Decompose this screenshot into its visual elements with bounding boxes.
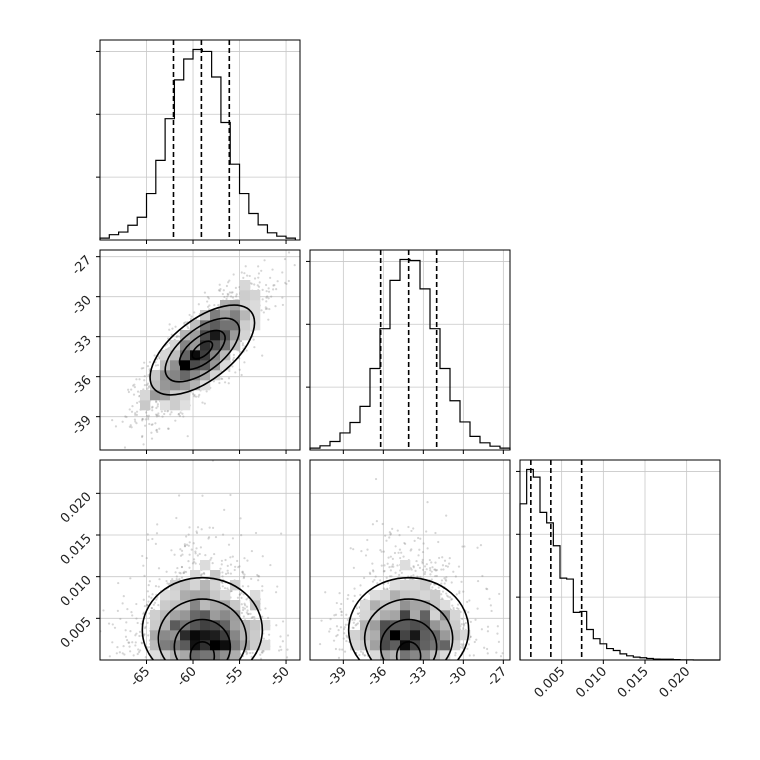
panel-joint-param1-param3: 0.020 0.015 0.010 0.005 -65 -60 -55 -50 — [58, 459, 301, 690]
contour — [173, 618, 232, 660]
density-blocks — [140, 280, 261, 411]
x-tick-label: -50 — [267, 664, 293, 690]
panel-joint-param2-param3: -39 -36 -33 -30 -27 — [309, 459, 511, 690]
panel-joint-param1-param2: -27 -30 -33 -36 -39 — [69, 249, 301, 454]
contour — [178, 329, 226, 371]
histogram-step — [99, 48, 296, 240]
x-tick-label: 0.015 — [615, 664, 652, 701]
grid-lines — [520, 460, 720, 660]
contour-lines — [347, 576, 470, 660]
x-tick-label: -39 — [325, 664, 351, 690]
y-tick-label: -27 — [69, 253, 95, 279]
contour — [149, 304, 256, 396]
y-tick-label: -33 — [69, 333, 95, 359]
x-tick-label: -60 — [174, 664, 200, 690]
contour — [363, 598, 454, 660]
panel-hist-param1 — [96, 39, 301, 244]
y-tick-label: -36 — [69, 373, 95, 399]
contour — [157, 598, 248, 660]
panel-hist-param2 — [306, 249, 511, 454]
x-tick-label: 0.020 — [657, 664, 694, 701]
y-tick-label: 0.015 — [58, 531, 95, 568]
contour — [189, 641, 216, 660]
x-tick-label: -30 — [445, 664, 471, 690]
grid-lines — [310, 460, 510, 660]
y-tick-label: 0.010 — [58, 573, 95, 610]
panel-frame — [519, 459, 721, 661]
x-tick-label: 0.010 — [573, 664, 610, 701]
x-tick-label: -55 — [221, 664, 247, 690]
contour — [191, 340, 214, 360]
grid-lines — [100, 40, 300, 240]
x-tick-label: -36 — [365, 664, 391, 690]
y-tick-label: 0.020 — [58, 490, 95, 527]
contour — [347, 576, 470, 660]
y-tick-label: -30 — [69, 293, 95, 319]
x-tick-label: -27 — [485, 664, 511, 690]
grid-lines — [310, 250, 510, 450]
contour — [395, 641, 422, 660]
x-tick-label: -33 — [405, 664, 431, 690]
panel-hist-param3: 0.005 0.010 0.015 0.020 — [516, 459, 721, 701]
panel-frame — [99, 249, 301, 451]
panel-frame — [309, 459, 511, 661]
panel-frame — [309, 249, 511, 451]
contour-lines — [149, 304, 256, 396]
contour-lines — [141, 576, 264, 660]
y-tick-label: 0.005 — [58, 615, 95, 652]
contour — [141, 576, 264, 660]
histogram-step — [309, 258, 511, 450]
histogram-step — [519, 468, 720, 661]
panel-frame — [99, 39, 301, 241]
x-tick-label: -65 — [128, 664, 154, 690]
contour — [379, 618, 438, 660]
y-tick-label: -39 — [69, 413, 95, 439]
contour — [164, 317, 241, 383]
density-blocks — [150, 560, 271, 660]
x-tick-label: 0.005 — [532, 664, 569, 701]
panel-frame — [99, 459, 301, 661]
